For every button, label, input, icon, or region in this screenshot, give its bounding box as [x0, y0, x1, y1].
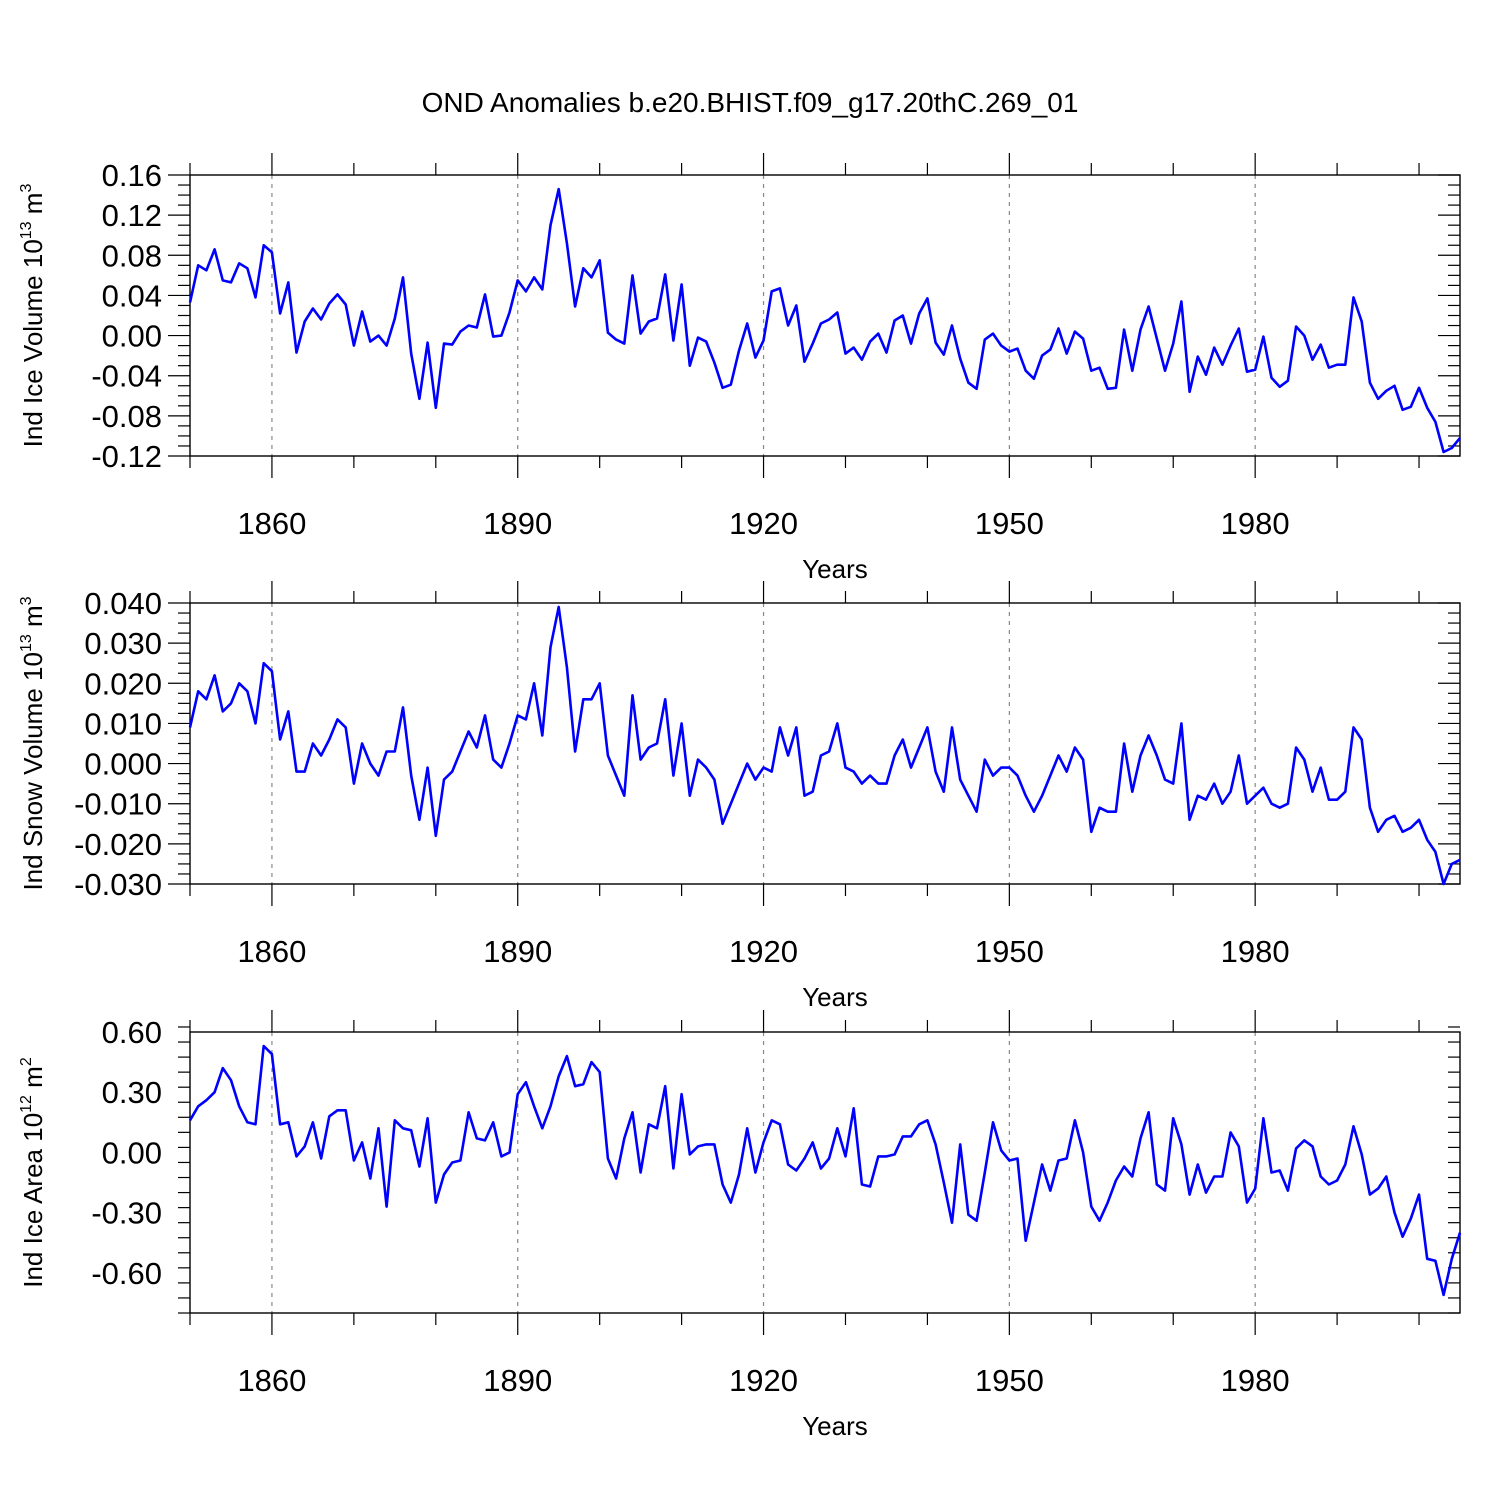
x-axis-label: Years — [802, 1411, 868, 1441]
y-axis-label-exponent: 12 — [18, 1095, 35, 1113]
panel-snow-volume: -0.030 -0.020 -0.010 0.000 0.010 0.020 0.030 0.… — [18, 581, 1461, 1012]
y-axis-label-exponent: 13 — [18, 221, 35, 239]
xtick-label: 1890 — [483, 934, 552, 969]
y-axis-label-main: Ind Ice Area 10 — [18, 1113, 48, 1288]
ytick-label: 0.040 — [84, 586, 162, 621]
xtick-label: 1860 — [237, 934, 306, 969]
plot-frame — [189, 602, 1461, 885]
ytick-label: 0.60 — [102, 1015, 162, 1050]
xtick-label: 1920 — [729, 934, 798, 969]
plot-frame — [189, 174, 1461, 457]
xtick-label: 1980 — [1221, 934, 1290, 969]
xtick-label: 1890 — [483, 506, 552, 541]
y-axis-label: Ind Ice Area 1012 m2 — [18, 1057, 48, 1288]
y-axis-label-unit: m — [18, 193, 48, 222]
y-axis-label: Ind Snow Volume 1013 m3 — [18, 596, 48, 890]
x-axis-label: Years — [802, 982, 868, 1012]
y-axis-label-unit-exponent: 3 — [18, 184, 35, 193]
ytick-label: -0.030 — [74, 867, 162, 902]
xtick-label: 1980 — [1221, 506, 1290, 541]
ytick-label: 0.020 — [84, 666, 162, 701]
xtick-label: 1950 — [975, 1363, 1044, 1398]
ytick-label: -0.04 — [91, 359, 162, 394]
ytick-label: 0.00 — [102, 319, 162, 354]
ytick-label: 0.16 — [102, 158, 162, 193]
y-axis-label: Ind Ice Volume 1013 m3 — [18, 184, 48, 448]
ytick-label: 0.04 — [102, 278, 162, 313]
y-axis-label-unit-exponent: 2 — [18, 1057, 35, 1066]
ytick-label: 0.08 — [102, 238, 162, 273]
plot-frame — [189, 1031, 1461, 1314]
xtick-label: 1860 — [237, 506, 306, 541]
ytick-label: 0.010 — [84, 706, 162, 741]
y-axis-label-main: Ind Ice Volume 10 — [18, 239, 48, 447]
ytick-label: 0.000 — [84, 747, 162, 782]
ytick-label: -0.12 — [91, 439, 162, 474]
panels: -0.12 -0.08 -0.04 0.00 0.04 0.08 0.12 0.16 1860 1… — [18, 153, 1462, 1441]
y-axis-label-main: Ind Snow Volume 10 — [18, 652, 48, 891]
xtick-label: 1860 — [237, 1363, 306, 1398]
ytick-label: 0.00 — [102, 1135, 162, 1170]
xtick-label: 1920 — [729, 1363, 798, 1398]
xtick-label: 1950 — [975, 506, 1044, 541]
ytick-label: 0.30 — [102, 1075, 162, 1110]
ytick-label: -0.08 — [91, 399, 162, 434]
ytick-label: 0.030 — [84, 626, 162, 661]
y-axis-label-unit-exponent: 3 — [18, 596, 35, 605]
figure-title: OND Anomalies b.e20.BHIST.f09_g17.20thC.… — [422, 87, 1079, 118]
x-axis-label: Years — [802, 554, 868, 584]
series-line-ice-volume — [188, 187, 1462, 454]
y-axis-label-exponent: 13 — [18, 634, 35, 652]
panel-ice-volume: -0.12 -0.08 -0.04 0.00 0.04 0.08 0.12 0.16 1860 1… — [18, 153, 1462, 584]
ytick-label: -0.010 — [74, 787, 162, 822]
xtick-label: 1890 — [483, 1363, 552, 1398]
xtick-label: 1920 — [729, 506, 798, 541]
ytick-label: 0.12 — [102, 198, 162, 233]
xtick-label: 1980 — [1221, 1363, 1290, 1398]
series-line-ice-area — [188, 1044, 1462, 1297]
panel-ice-area: -0.60 -0.30 0.00 0.30 0.60 1860 1890 1920 1950 19… — [18, 1010, 1462, 1441]
xtick-label: 1950 — [975, 934, 1044, 969]
series-line-snow-volume — [188, 605, 1461, 886]
y-axis-label-unit: m — [18, 605, 48, 634]
ytick-label: -0.30 — [91, 1196, 162, 1231]
ytick-label: -0.020 — [74, 827, 162, 862]
ytick-label: -0.60 — [91, 1256, 162, 1291]
y-axis-label-unit: m — [18, 1066, 48, 1095]
